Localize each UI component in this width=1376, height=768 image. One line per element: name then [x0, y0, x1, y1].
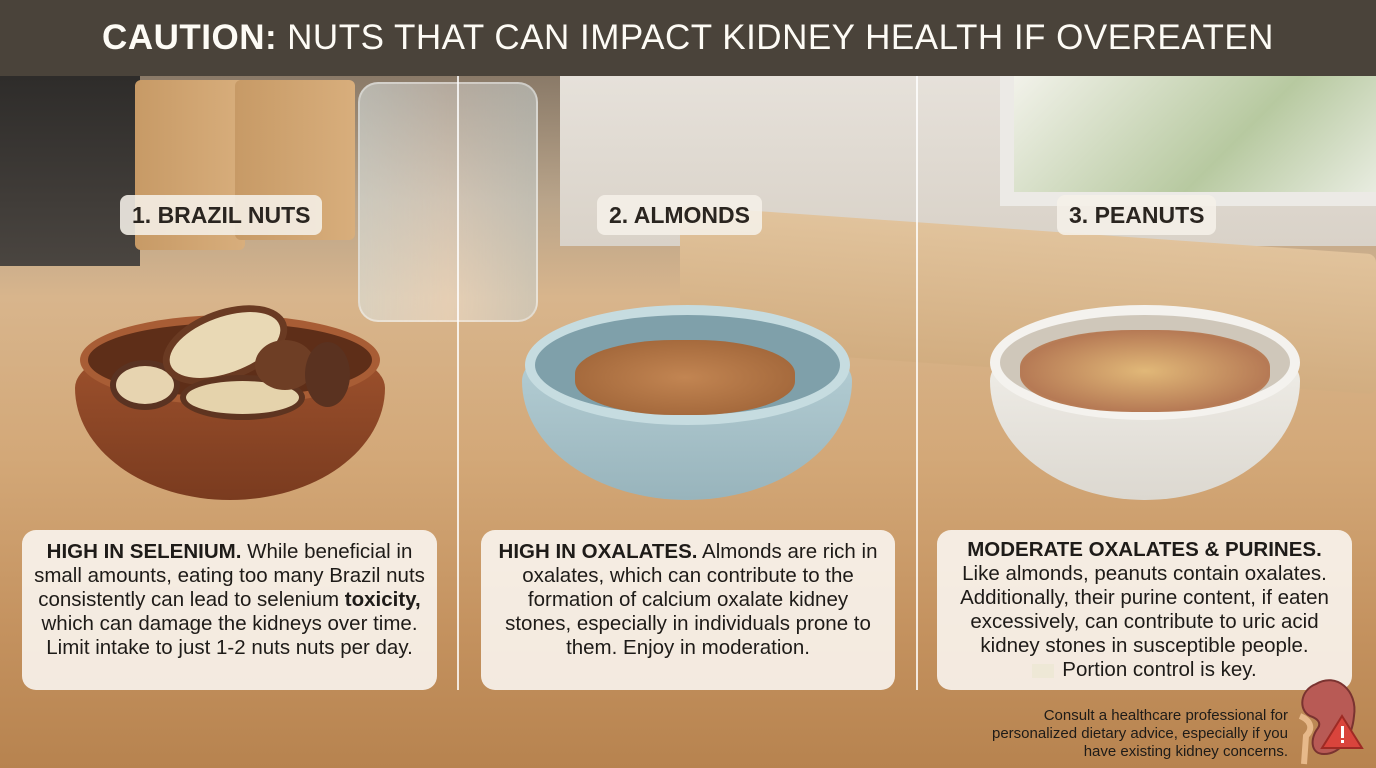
peanuts-info: MODERATE OXALATES & PURINES. Like almond… — [937, 530, 1352, 690]
info-heading: HIGH IN SELENIUM. — [46, 540, 242, 563]
info-tip: Portion control is key. — [1062, 658, 1257, 681]
consult-disclaimer: Consult a healthcare professional for pe… — [992, 707, 1288, 760]
brazil-nut — [305, 342, 350, 407]
kidney-warning-icon — [1298, 679, 1364, 765]
page-title: CAUTION: NUTS THAT CAN IMPACT KIDNEY HEA… — [0, 0, 1376, 76]
appliance — [0, 76, 140, 266]
divider — [457, 76, 459, 690]
peanut-pile — [1020, 330, 1270, 412]
info-emphasis: toxicity, — [344, 588, 421, 611]
brazil-nuts-info: HIGH IN SELENIUM. While beneficial in sm… — [22, 530, 437, 690]
almond-pile — [575, 340, 795, 415]
brazil-nut — [180, 375, 305, 420]
window — [1000, 76, 1376, 206]
label-brazil-nuts: 1. BRAZIL NUTS — [120, 195, 323, 235]
info-body: which can damage the kidneys over time. … — [41, 612, 418, 659]
note-icon — [1032, 663, 1055, 678]
info-body: Like almonds, peanuts contain oxalates. … — [960, 562, 1329, 657]
info-body: While beneficial in small amounts, eatin… — [34, 540, 425, 611]
label-peanuts: 3. PEANUTS — [1057, 195, 1217, 235]
title-bold: CAUTION: — [102, 18, 278, 57]
info-body: Almonds are rich in oxalates, which can … — [505, 540, 878, 659]
info-heading: HIGH IN OXALATES. — [498, 540, 698, 563]
almonds-info: HIGH IN OXALATES. Almonds are rich in ox… — [481, 530, 895, 690]
water-jar — [358, 82, 538, 322]
title-rest: NUTS THAT CAN IMPACT KIDNEY HEALTH IF OV… — [287, 18, 1274, 57]
label-almonds: 2. ALMONDS — [597, 195, 762, 235]
divider — [916, 76, 918, 690]
info-heading: MODERATE OXALATES & PURINES. — [967, 538, 1322, 561]
